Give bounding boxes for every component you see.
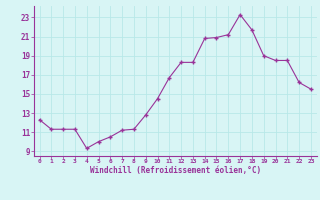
X-axis label: Windchill (Refroidissement éolien,°C): Windchill (Refroidissement éolien,°C) [90,166,261,175]
